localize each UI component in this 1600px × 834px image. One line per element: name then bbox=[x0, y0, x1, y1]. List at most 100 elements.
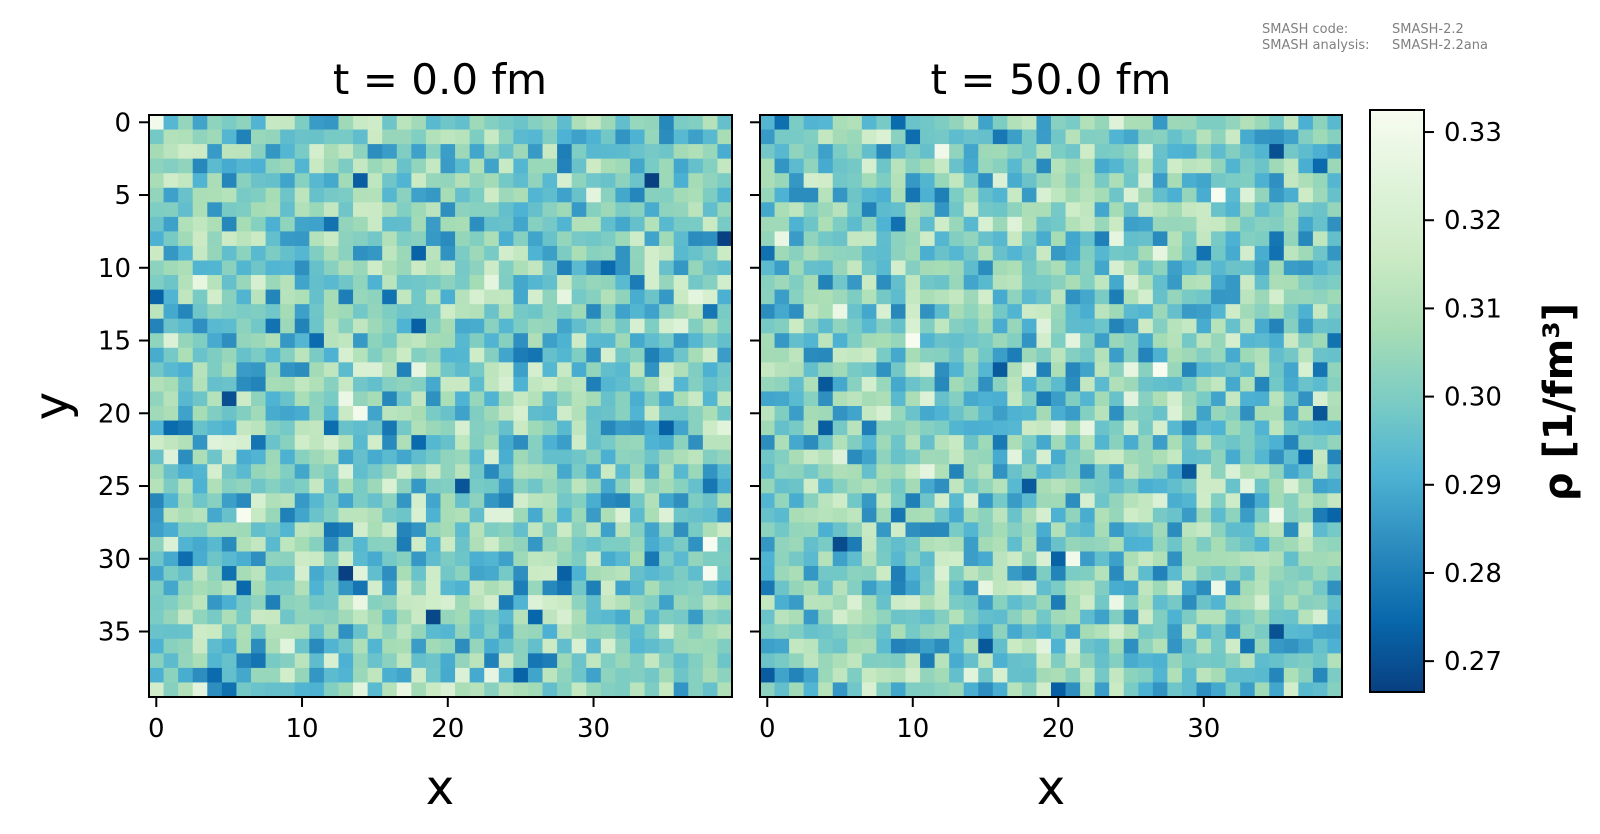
heatmap-cell bbox=[149, 638, 165, 654]
heatmap-cell bbox=[1051, 144, 1067, 160]
heatmap-cell bbox=[789, 347, 805, 363]
heatmap-cell bbox=[513, 158, 529, 174]
heatmap-cell bbox=[440, 449, 456, 465]
heatmap-cell bbox=[513, 595, 529, 611]
heatmap-cell bbox=[992, 115, 1008, 131]
heatmap-cell bbox=[1254, 595, 1270, 611]
heatmap-cell bbox=[1269, 667, 1285, 684]
heatmap-cell bbox=[1269, 245, 1285, 262]
heatmap-cell bbox=[803, 638, 819, 654]
heatmap-cell bbox=[1211, 653, 1227, 669]
heatmap-cell bbox=[818, 406, 834, 422]
heatmap-cell bbox=[309, 609, 325, 625]
heatmap-cell bbox=[644, 231, 660, 247]
heatmap-cell bbox=[353, 275, 369, 291]
heatmap-cell bbox=[673, 682, 689, 698]
heatmap-cell bbox=[251, 202, 267, 218]
heatmap-cell bbox=[1109, 638, 1125, 654]
heatmap-cell bbox=[323, 478, 340, 494]
heatmap-cell bbox=[629, 551, 646, 567]
heatmap-cell bbox=[338, 522, 354, 538]
heatmap-cell bbox=[1138, 275, 1154, 291]
heatmap-cell bbox=[1196, 566, 1212, 582]
heatmap-cell bbox=[513, 376, 529, 393]
heatmap-cell bbox=[542, 144, 558, 160]
heatmap-cell bbox=[1298, 449, 1314, 465]
heatmap-cell bbox=[236, 115, 252, 131]
heatmap-cell bbox=[760, 667, 776, 684]
heatmap-cell bbox=[353, 464, 369, 480]
heatmap-cell bbox=[396, 362, 412, 378]
heatmap-cell bbox=[920, 449, 936, 465]
heatmap-cell bbox=[847, 667, 863, 684]
heatmap-cell bbox=[425, 464, 442, 480]
heatmap-cell bbox=[1181, 318, 1198, 334]
heatmap-cell bbox=[323, 682, 340, 698]
heatmap-cell bbox=[1109, 260, 1125, 276]
heatmap-cell bbox=[309, 376, 325, 393]
heatmap-cell bbox=[469, 653, 485, 669]
heatmap-cell bbox=[469, 129, 485, 145]
heatmap-cell bbox=[542, 609, 558, 625]
heatmap-cell bbox=[425, 187, 442, 203]
heatmap-cell bbox=[1312, 464, 1329, 480]
heatmap-cell bbox=[149, 566, 165, 582]
heatmap-cell bbox=[221, 624, 238, 640]
heatmap-cell bbox=[1254, 158, 1270, 174]
heatmap-cell bbox=[265, 158, 281, 174]
heatmap-cell bbox=[1225, 464, 1241, 480]
heatmap-cell bbox=[832, 638, 848, 654]
heatmap-cell bbox=[1211, 507, 1227, 523]
heatmap-cell bbox=[978, 158, 994, 174]
heatmap-cell bbox=[513, 566, 529, 582]
heatmap-cell bbox=[338, 653, 354, 669]
heatmap-cell bbox=[149, 318, 165, 334]
heatmap-cell bbox=[847, 507, 863, 523]
heatmap-cell bbox=[1167, 595, 1183, 611]
heatmap-cell bbox=[629, 347, 646, 363]
heatmap-cell bbox=[861, 667, 877, 684]
heatmap-cell bbox=[1065, 231, 1081, 247]
heatmap-cell bbox=[789, 333, 805, 349]
heatmap-cell bbox=[1123, 667, 1139, 684]
heatmap-cell bbox=[469, 478, 485, 494]
heatmap-cell bbox=[571, 449, 587, 465]
heatmap-cell bbox=[717, 682, 733, 698]
heatmap-cell bbox=[265, 304, 281, 320]
heatmap-cell bbox=[323, 376, 340, 393]
heatmap-cell bbox=[949, 275, 965, 291]
heatmap-cell bbox=[557, 595, 573, 611]
heatmap-cell bbox=[789, 391, 805, 407]
heatmap-cell bbox=[396, 478, 412, 494]
heatmap-cell bbox=[1051, 493, 1067, 509]
heatmap-cell bbox=[353, 202, 369, 218]
heatmap-cell bbox=[1152, 551, 1168, 567]
heatmap-cell bbox=[890, 144, 907, 160]
heatmap-cell bbox=[498, 275, 514, 291]
heatmap-cell bbox=[367, 173, 383, 189]
heatmap-cell bbox=[236, 493, 252, 509]
heatmap-cell bbox=[1254, 289, 1270, 305]
heatmap-cell bbox=[1240, 493, 1256, 509]
heatmap-cell bbox=[905, 595, 921, 611]
heatmap-cell bbox=[1283, 420, 1299, 436]
heatmap-cell bbox=[920, 420, 936, 436]
heatmap-cell bbox=[338, 682, 354, 698]
heatmap-cell bbox=[207, 682, 223, 698]
heatmap-cell bbox=[847, 318, 863, 334]
heatmap-cell bbox=[890, 522, 907, 538]
heatmap-cell bbox=[1269, 566, 1285, 582]
heatmap-cell bbox=[323, 638, 340, 654]
heatmap-cell bbox=[861, 624, 877, 640]
heatmap-cell bbox=[629, 638, 646, 654]
heatmap-cell bbox=[659, 638, 675, 654]
heatmap-cell bbox=[920, 595, 936, 611]
heatmap-cell bbox=[236, 580, 252, 596]
heatmap-cell bbox=[294, 420, 310, 436]
heatmap-cell bbox=[411, 609, 427, 625]
heatmap-cell bbox=[1254, 202, 1270, 218]
heatmap-cell bbox=[236, 129, 252, 145]
heatmap-cell bbox=[484, 158, 500, 174]
heatmap-cell bbox=[396, 202, 412, 218]
heatmap-cell bbox=[673, 289, 689, 305]
